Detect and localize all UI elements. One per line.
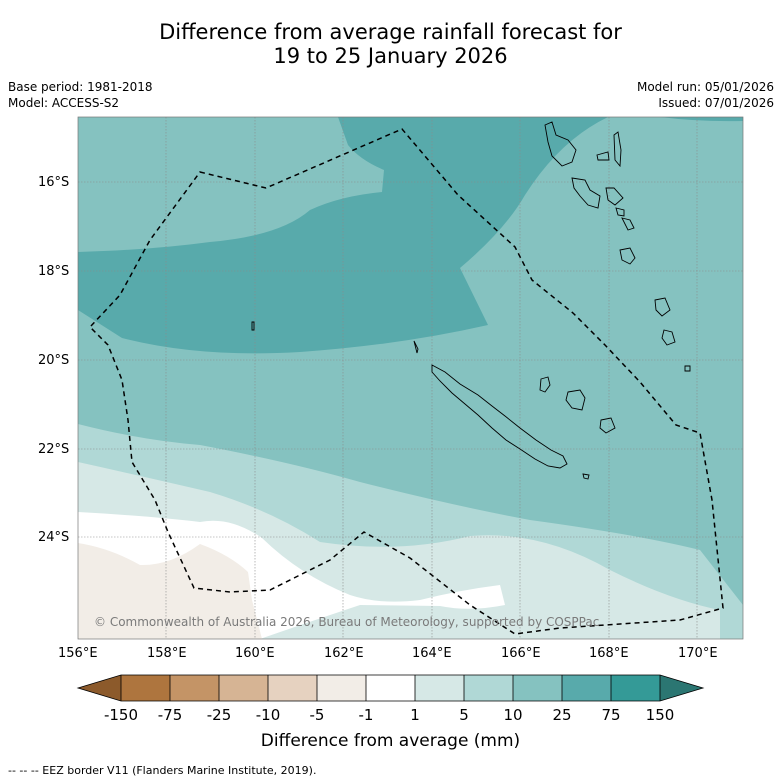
colorbar-tick-label: -25	[206, 706, 232, 724]
eez-legend: -- -- -- EEZ border V11 (Flanders Marine…	[8, 764, 317, 777]
lon-label: 168°E	[589, 646, 629, 661]
lon-label: 162°E	[324, 646, 364, 661]
copyright-notice: © Commonwealth of Australia 2026, Bureau…	[94, 615, 600, 629]
colorbar-extend-high	[660, 675, 703, 701]
colorbar-tick-label: 75	[601, 706, 621, 724]
colorbar-bin-25-75	[562, 675, 611, 701]
colorbar-bin-5-10	[464, 675, 513, 701]
lat-label: 20°S	[38, 353, 70, 368]
lat-label: 16°S	[38, 175, 70, 190]
colorbar-bin-neg1-1	[366, 675, 415, 701]
mare	[599, 417, 616, 434]
lon-label: 170°E	[678, 646, 718, 661]
lat-label: 24°S	[38, 530, 70, 545]
colorbar-tick-label: 1	[410, 706, 420, 724]
colorbar-bin-neg150-neg75	[121, 675, 170, 701]
colorbar-title: Difference from average (mm)	[260, 731, 521, 751]
lon-label: 166°E	[501, 646, 541, 661]
colorbar-tick-label: 25	[552, 706, 572, 724]
lon-label: 156°E	[58, 646, 98, 661]
colorbar	[76, 674, 705, 702]
lon-label: 158°E	[147, 646, 187, 661]
band-neg5-neg1	[78, 543, 262, 639]
colorbar-tick-label: -5	[309, 706, 325, 724]
lon-label: 160°E	[235, 646, 275, 661]
colorbar-tick-label: -150	[103, 706, 139, 724]
colorbar-tick-label: -1	[358, 706, 374, 724]
colorbar-bin-neg5-neg1	[317, 675, 366, 701]
colorbar-tick-label: 5	[459, 706, 469, 724]
colorbar-bin-75-150	[611, 675, 660, 701]
lat-label: 18°S	[38, 264, 70, 279]
ouvea	[539, 376, 551, 393]
colorbar-tick-label: 150	[645, 706, 675, 724]
base-period: Base period: 1981-2018	[8, 80, 153, 94]
graticule	[78, 117, 743, 639]
model-name: Model: ACCESS-S2	[8, 96, 120, 110]
new-caledonia	[431, 364, 568, 469]
isle-of-pines	[582, 473, 590, 480]
colorbar-tick-label: -75	[157, 706, 183, 724]
model-run: Model run: 05/01/2026	[636, 80, 774, 94]
vanuatu-islands	[544, 121, 691, 372]
colorbar-bin-neg75-neg25	[170, 675, 219, 701]
map-frame	[77, 116, 744, 640]
lon-label: 164°E	[412, 646, 452, 661]
colorbar-bin-neg10-neg5	[268, 675, 317, 701]
eez-border	[88, 128, 724, 635]
colorbar-bin-10-25	[513, 675, 562, 701]
issued-date: Issued: 07/01/2026	[658, 96, 774, 110]
colorbar-tick-label: 10	[503, 706, 523, 724]
colorbar-tick-label: -10	[255, 706, 281, 724]
lat-label: 22°S	[38, 442, 70, 457]
chesterfield-islands	[251, 321, 255, 331]
map-title-line1: Difference from average rainfall forecas…	[159, 20, 622, 44]
colorbar-bin-1-5	[415, 675, 464, 701]
colorbar-bin-neg25-neg10	[219, 675, 268, 701]
rainfall-map	[78, 117, 743, 639]
map-title-line2: 19 to 25 January 2026	[273, 44, 508, 68]
band-25-75-east	[660, 117, 743, 122]
lifou	[565, 389, 586, 411]
colorbar-extend-low	[78, 675, 121, 701]
belep-islands	[413, 340, 419, 354]
